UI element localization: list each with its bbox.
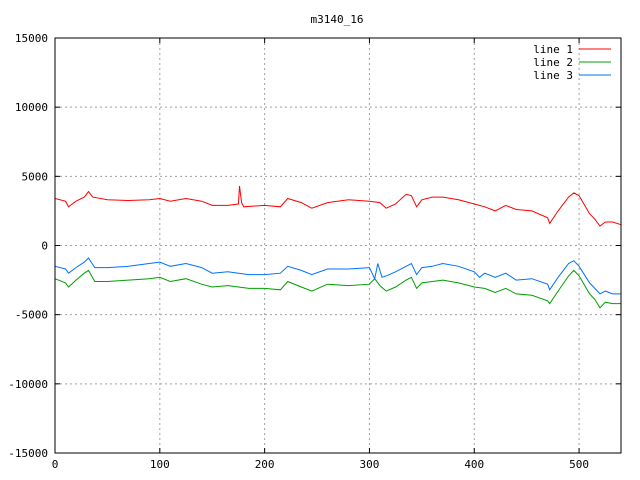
y-tick-label: -5000	[15, 309, 48, 322]
chart-title: m3140_16	[311, 13, 364, 26]
x-tick-label: 0	[52, 458, 59, 471]
x-tick-label: 200	[255, 458, 275, 471]
y-tick-label: -10000	[8, 378, 48, 391]
legend-label: line 2	[533, 56, 573, 69]
legend-label: line 1	[533, 43, 573, 56]
x-tick-label: 300	[360, 458, 380, 471]
x-tick-label: 500	[569, 458, 589, 471]
series-line-1	[54, 185, 622, 227]
y-tick-label: -15000	[8, 447, 48, 460]
series-line-2	[54, 269, 621, 309]
legend-label: line 3	[533, 69, 573, 82]
y-tick-label: 10000	[15, 101, 48, 114]
x-tick-label: 100	[150, 458, 170, 471]
y-tick-label: 5000	[22, 170, 49, 183]
series-line-3	[54, 257, 621, 295]
x-tick-label: 400	[464, 458, 484, 471]
axis-ticks: 0 100 200 300 400 500 -15000 -10000 -5000 0 5000 10…	[8, 32, 621, 471]
grid	[55, 38, 621, 453]
y-tick-label: 0	[41, 240, 48, 253]
y-tick-label: 15000	[15, 32, 48, 45]
series-group	[54, 185, 622, 309]
